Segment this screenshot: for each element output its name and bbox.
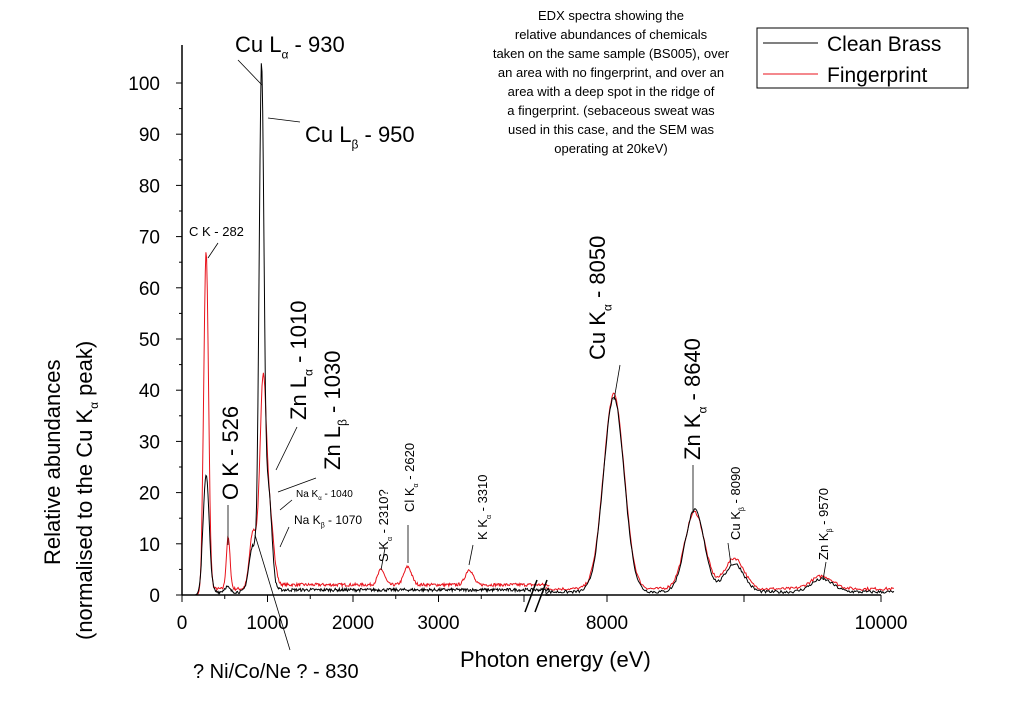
y-tick-label: 70 [139,228,160,249]
y-tick-label: 50 [139,330,160,351]
title-line: EDX spectra showing the [538,8,684,23]
y-tick-label: 10 [139,535,160,556]
title-line: an area with no fingerprint, and over an [498,65,724,80]
annotation-label: Zn Kα - 8640 [680,338,710,460]
series-line-fingerprint [545,392,894,592]
annotation-label: S Kα - 2310? [376,489,394,562]
annotation-leader-line [267,117,301,123]
axis-break-mark [524,579,548,613]
y-tick-label: 20 [139,484,160,505]
series-line-clean-brass [182,63,550,596]
annotation-leader-line [275,426,298,471]
series-lines [182,63,895,596]
x-axis-label: Photon energy (eV) [460,647,651,672]
x-tick-label: 1000 [246,613,288,634]
title-line: operating at 20keV) [554,141,667,156]
annotation-label: Cu Lβ - 950 [305,122,415,152]
annotation-label: ? Ni/Co/Ne ? - 830 [193,661,359,683]
annotation-leader-line [254,534,291,651]
y-axis-label-line2: (normalised to the Cu Kα peak) [72,341,101,640]
annotation-label: Zn Lβ - 1030 [320,351,350,470]
x-tick-label: 8000 [586,613,628,634]
x-tick-label: 10000 [855,613,908,634]
annotation-leader-line [727,542,732,566]
y-tick-label: 90 [139,125,160,146]
annotation-leader-line [380,547,386,571]
title-line: a fingerprint. (sebaceous sweat was [507,103,715,118]
legend-label-fingerprint: Fingerprint [827,64,928,87]
annotation-leader-line [822,561,827,581]
annotation-leader-line [279,499,293,511]
annotation-label: C K - 282 [189,224,244,239]
annotation-label: K Kα - 3310 [475,475,493,541]
title-line: used in this case, and the SEM was [508,122,714,137]
series-line-fingerprint [182,252,550,596]
title-line: taken on the same sample (BS005), over [493,46,730,61]
annotation-label: Na Kβ - 1070 [294,513,362,530]
annotation-leader-line [207,242,219,259]
x-tick-label: 3000 [417,613,459,634]
annotation-leader-line [277,477,317,493]
annotation-label: O K - 526 [218,406,243,500]
annotation-leader-line [613,364,621,401]
annotation-leader-line [468,544,474,566]
chart-title: EDX spectra showing the relative abundanc… [493,8,730,156]
y-tick-label: 30 [139,432,160,453]
annotation-label: Na Kα - 1040 [296,489,353,502]
y-axis-label-line1: Relative abundances [40,360,65,565]
series-line-clean-brass [545,397,895,595]
x-tick-label: 2000 [332,613,374,634]
legend: Clean Brass Fingerprint [756,27,969,89]
annotation-label: Zn Kβ - 9570 [816,488,834,560]
annotation-label: Cu Lα - 930 [235,32,345,62]
legend-box [756,27,969,89]
legend-label-clean-brass: Clean Brass [827,33,941,56]
annotations: Cu Lα - 930 Cu Lβ - 950 C K - 282 O K - 526… [189,32,834,683]
annotation-leader-line [237,59,263,86]
annotation-label: Cu Kα - 8050 [585,236,615,360]
y-tick-label: 0 [149,586,160,607]
annotation-leader-line [279,526,290,548]
y-tick-label: 60 [139,279,160,300]
y-tick-label: 100 [128,74,160,95]
title-line: area with a deep spot in the ridge of [508,84,715,99]
y-tick-label: 80 [139,176,160,197]
annotation-label: Cl Kα - 2620 [402,443,420,512]
annotation-label: Zn Lα - 1010 [286,301,316,420]
annotation-label: Cu Kβ - 8090 [728,467,746,540]
y-tick-label: 40 [139,381,160,402]
x-tick-label: 0 [177,613,188,634]
title-line: relative abundances of chemicals [515,27,708,42]
